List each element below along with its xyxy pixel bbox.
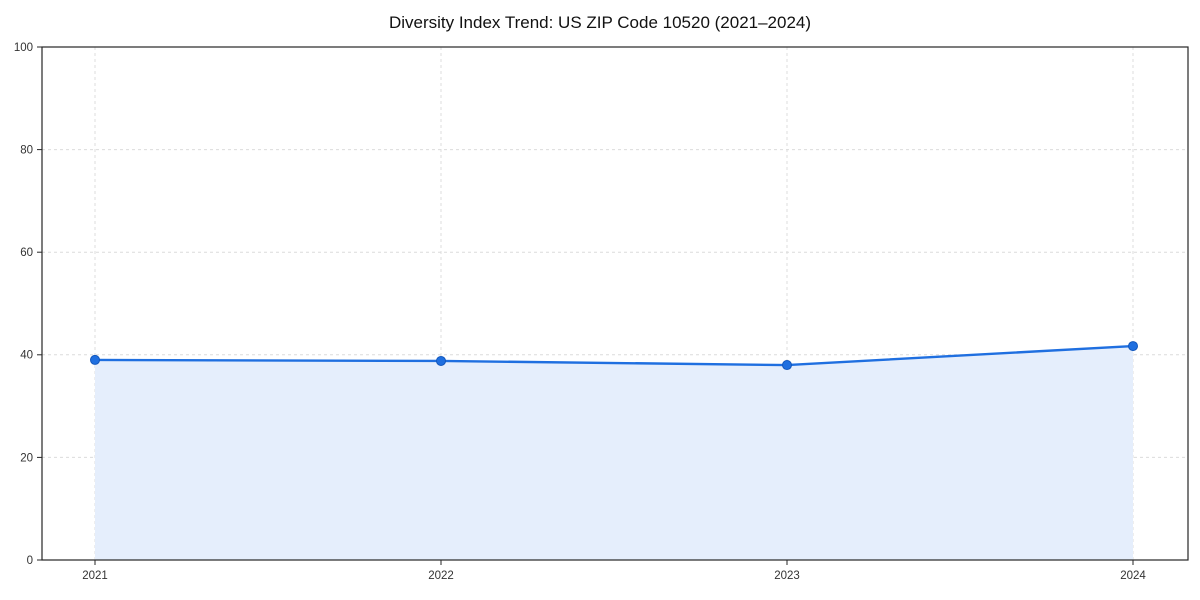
y-tick-label: 20 bbox=[20, 452, 33, 464]
data-point-marker bbox=[782, 360, 792, 371]
x-tick-label: 2022 bbox=[428, 570, 454, 582]
y-tick-label: 40 bbox=[20, 350, 33, 362]
data-point-marker bbox=[436, 355, 446, 366]
y-tick-label: 80 bbox=[20, 145, 33, 157]
x-tick-label: 2023 bbox=[774, 570, 800, 582]
axes-frame bbox=[41, 46, 1189, 561]
data-point-marker bbox=[90, 354, 100, 365]
series-line bbox=[93, 344, 1135, 367]
chart-title: Diversity Index Trend: US ZIP Code 10520… bbox=[388, 13, 812, 32]
x-tick-label: 2024 bbox=[1120, 570, 1146, 582]
series-area-fill bbox=[95, 346, 1133, 560]
y-tick-label: 0 bbox=[27, 555, 33, 567]
y-tick-label: 100 bbox=[14, 42, 33, 54]
data-point-marker bbox=[1128, 341, 1138, 352]
x-tick-label: 2021 bbox=[82, 570, 108, 582]
y-tick-label: 60 bbox=[20, 247, 33, 259]
